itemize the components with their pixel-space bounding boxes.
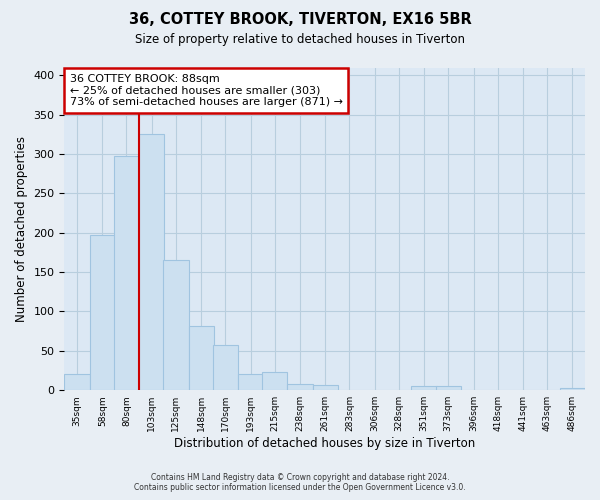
Bar [412, 386, 437, 390]
Bar [262, 372, 287, 390]
Bar [436, 386, 461, 390]
Bar [64, 374, 89, 390]
Bar [114, 156, 139, 390]
Bar [89, 235, 115, 390]
Text: 36, COTTEY BROOK, TIVERTON, EX16 5BR: 36, COTTEY BROOK, TIVERTON, EX16 5BR [128, 12, 472, 28]
Y-axis label: Number of detached properties: Number of detached properties [15, 136, 28, 322]
X-axis label: Distribution of detached houses by size in Tiverton: Distribution of detached houses by size … [174, 437, 475, 450]
Bar [238, 374, 263, 390]
Text: Size of property relative to detached houses in Tiverton: Size of property relative to detached ho… [135, 32, 465, 46]
Bar [163, 260, 188, 390]
Bar [139, 134, 164, 390]
Bar [560, 388, 585, 390]
Bar [188, 326, 214, 390]
Text: 36 COTTEY BROOK: 88sqm
← 25% of detached houses are smaller (303)
73% of semi-de: 36 COTTEY BROOK: 88sqm ← 25% of detached… [70, 74, 343, 107]
Bar [287, 384, 313, 390]
Bar [313, 386, 338, 390]
Bar [212, 346, 238, 390]
Text: Contains HM Land Registry data © Crown copyright and database right 2024.
Contai: Contains HM Land Registry data © Crown c… [134, 473, 466, 492]
